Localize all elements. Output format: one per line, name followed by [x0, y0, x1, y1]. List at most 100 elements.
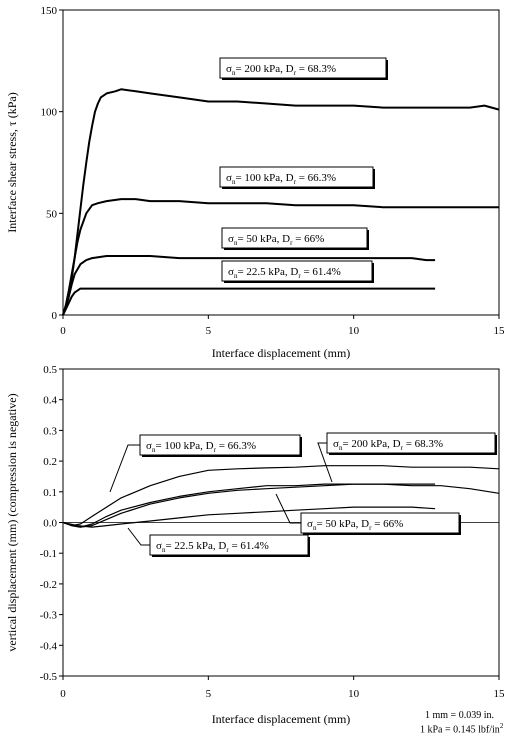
chart2-label-part-v22: = 61.4% — [229, 540, 269, 552]
chart2-label-part-v200: n — [339, 444, 343, 452]
chart2-xtick-label: 10 — [348, 688, 360, 700]
chart2-ytick-label: 0.1 — [43, 487, 57, 499]
chart2-label-v50: σn= 50 kPa, Dr = 66% — [307, 518, 403, 532]
chart2-ytick-label: -0.3 — [40, 610, 58, 622]
chart1-label-box-s22 — [221, 260, 373, 282]
chart2-leader-v100 — [109, 444, 140, 493]
chart1-series-line-s50 — [62, 255, 436, 316]
chart1-ytick-label: 0 — [52, 310, 58, 322]
chart1-label-part-s50: n — [234, 239, 238, 247]
chart1-series-line-s100 — [62, 198, 499, 316]
chart1-label-part-s100: = 66.3% — [296, 172, 336, 184]
chart1-label-part-s200: σ — [226, 63, 232, 75]
chart2-xtick-label: 5 — [206, 688, 212, 700]
chart2-label-part-v100: = 100 kPa, D — [155, 440, 213, 452]
chart1-xtick-label: 10 — [348, 325, 360, 337]
chart2-xtick-label: 15 — [494, 688, 506, 700]
chart2-label-part-v50: = 50 kPa, D — [316, 518, 369, 530]
conversion-note-kpa-text: 1 kPa = 0.145 lbf/in — [420, 724, 500, 736]
chart2-leader-v50 — [275, 493, 301, 524]
chart1-xtick-label: 0 — [60, 325, 66, 337]
chart1-series-line-s200 — [62, 88, 500, 316]
chart2-series-line-v200 — [62, 483, 500, 528]
conversion-note-kpa-sup: 2 — [499, 722, 504, 730]
chart2-label-box-v50 — [300, 512, 460, 534]
chart2-label-part-v50: n — [313, 524, 317, 532]
chart1-ytick-label: 100 — [41, 107, 58, 119]
conversion-note-mm: 1 mm = 0.039 in. — [425, 710, 494, 721]
chart2-ytick-label: -0.2 — [40, 579, 57, 591]
chart2-ytick-label: 0.3 — [43, 425, 57, 437]
chart1-label-part-s100: = 100 kPa, D — [235, 172, 293, 184]
chart2-ytick-label: 0.2 — [43, 456, 57, 468]
chart2-leader-v22 — [127, 527, 150, 546]
chart2-label-part-v50: σ — [307, 518, 313, 530]
chart2-ytick-label: 0.0 — [43, 518, 57, 530]
chart1-label-part-s100: r — [294, 178, 297, 186]
chart1-x-axis-label: Interface displacement (mm) — [212, 346, 351, 360]
chart2-group: -0.5 -0.4 -0.3 -0.2 -0.1 0.0 0.1 0.2 0.3 0.4 0.5 0 5… — [5, 364, 505, 726]
chart2-label-box-v100 — [139, 434, 301, 456]
chart1-label-s50: σn= 50 kPa, Dr = 66% — [228, 233, 324, 247]
chart1-label-part-s22: r — [298, 272, 301, 280]
chart2-series-line-v22 — [62, 506, 436, 528]
chart1-label-part-s50: = 66% — [292, 233, 324, 245]
chart2-label-part-v100: σ — [146, 440, 152, 452]
chart1-label-part-s50: σ — [228, 233, 234, 245]
chart1-label-s200: σn= 200 kPa, Dr = 68.3% — [226, 63, 336, 77]
chart1-series-line-s22 — [62, 287, 436, 316]
chart2-y-axis-label: vertical displacement (mm) (compression … — [5, 393, 19, 651]
chart2-label-part-v200: = 200 kPa, D — [342, 438, 400, 450]
chart1-ytick-label: 50 — [46, 208, 58, 220]
chart2-ytick-label: 0.4 — [43, 395, 57, 407]
chart1-label-part-s100: n — [232, 178, 236, 186]
chart2-label-part-v22: σ — [156, 540, 162, 552]
chart2-label-v100: σn= 100 kPa, Dr = 66.3% — [146, 440, 256, 454]
chart2-ytick-label: -0.1 — [40, 548, 57, 560]
chart2-x-axis-label: Interface displacement (mm) — [212, 712, 351, 726]
chart1-label-part-s200: n — [232, 69, 236, 77]
chart2-label-v22: σn= 22.5 kPa, Dr = 61.4% — [156, 540, 269, 554]
chart2-label-box-v22 — [149, 534, 309, 556]
chart1-label-part-s22: = 22.5 kPa, D — [237, 266, 298, 278]
chart2-ytick-label: -0.4 — [40, 640, 58, 652]
chart2-ytick-label: -0.5 — [40, 671, 58, 683]
chart2-label-box-v200 — [326, 432, 496, 454]
chart2-ytick-label: 0.5 — [43, 364, 57, 376]
chart1-label-part-s22: σ — [228, 266, 234, 278]
chart2-xtick-label: 0 — [60, 688, 66, 700]
chart1-group: 0 50 100 150 0 5 10 15 Interface displacement (m… — [5, 5, 505, 360]
chart2-label-part-v200: r — [401, 444, 404, 452]
chart1-label-box-s50 — [221, 227, 368, 249]
chart1-label-part-s50: = 50 kPa, D — [237, 233, 290, 245]
chart2-label-part-v50: r — [369, 524, 372, 532]
chart1-label-part-s200: = 68.3% — [296, 63, 336, 75]
chart1-label-box-s100 — [219, 166, 374, 188]
chart1-label-part-s200: r — [294, 69, 297, 77]
conversion-note-kpa: 1 kPa = 0.145 lbf/in2 — [420, 721, 503, 735]
chart1-label-s100: σn= 100 kPa, Dr = 66.3% — [226, 172, 336, 186]
chart2-label-part-v100: n — [152, 446, 156, 454]
chart1-label-part-s50: r — [290, 239, 293, 247]
chart1-ytick-label: 150 — [41, 5, 58, 17]
chart2-label-part-v200: σ — [333, 438, 339, 450]
chart1-xtick-label: 5 — [206, 325, 212, 337]
chart2-label-part-v22: r — [226, 546, 229, 554]
chart1-label-part-s200: = 200 kPa, D — [235, 63, 293, 75]
chart2-label-part-v100: = 66.3% — [216, 440, 256, 452]
chart2-label-part-v22: = 22.5 kPa, D — [165, 540, 226, 552]
chart2-leader-v200 — [317, 442, 333, 483]
chart2-label-part-v200: = 68.3% — [403, 438, 443, 450]
chart2-label-part-v22: n — [162, 546, 166, 554]
chart1-label-box-s200 — [219, 57, 387, 79]
chart2-series-line-v100 — [62, 465, 500, 527]
chart2-label-part-v100: r — [214, 446, 217, 454]
chart2-label-part-v50: = 66% — [371, 518, 403, 530]
chart1-y-axis-label: Interface shear stress, τ (kPa) — [5, 92, 19, 232]
chart1-label-part-s22: n — [234, 272, 238, 280]
chart2-label-v200: σn= 200 kPa, Dr = 68.3% — [333, 438, 443, 452]
chart1-xtick-label: 15 — [494, 325, 506, 337]
chart1-label-part-s100: σ — [226, 172, 232, 184]
